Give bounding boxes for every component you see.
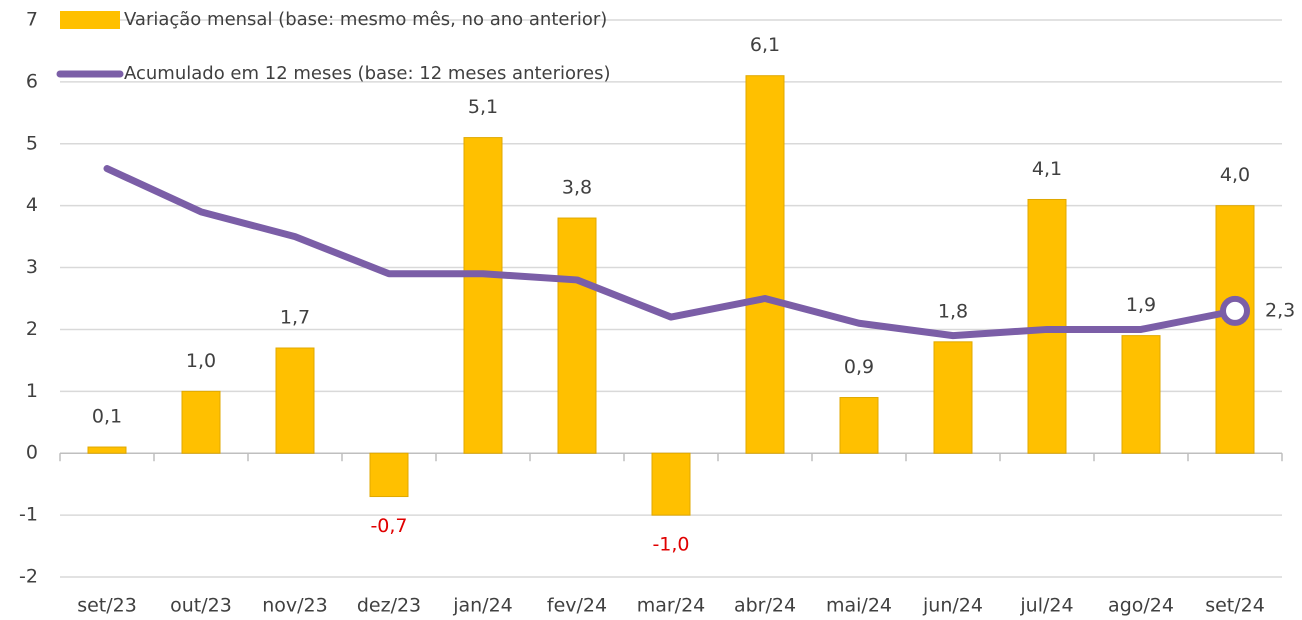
data-label: -1,0 <box>652 534 689 556</box>
data-label: 3,8 <box>562 177 592 199</box>
y-tick-label: -1 <box>19 504 38 526</box>
legend-text: Variação mensal (base: mesmo mês, no ano… <box>124 9 607 30</box>
x-tick-label: mar/24 <box>637 595 706 617</box>
bar <box>839 397 879 454</box>
y-tick-label: 3 <box>26 256 38 278</box>
y-tick-label: 4 <box>26 194 38 216</box>
y-tick-label: 6 <box>26 70 38 92</box>
x-tick-label: fev/24 <box>547 595 607 617</box>
bar <box>745 75 785 454</box>
bar <box>557 217 597 454</box>
x-tick-label: ago/24 <box>1108 595 1174 617</box>
x-tick-label: abr/24 <box>734 595 796 617</box>
data-label: 4,0 <box>1220 164 1250 186</box>
data-label: 1,7 <box>280 307 310 329</box>
data-label: 1,8 <box>938 300 968 322</box>
data-label: 1,9 <box>1126 294 1156 316</box>
legend-swatch <box>60 11 120 29</box>
data-label: 4,1 <box>1032 158 1062 180</box>
x-tick-label: set/24 <box>1205 595 1265 617</box>
bar <box>87 446 127 454</box>
data-label: 0,1 <box>92 406 122 428</box>
y-tick-label: 2 <box>26 318 38 340</box>
data-label: -0,7 <box>370 515 407 537</box>
bar <box>463 137 503 454</box>
bar <box>651 452 691 516</box>
x-tick-label: dez/23 <box>357 595 421 617</box>
bar <box>1121 335 1161 454</box>
bar <box>275 347 315 454</box>
x-tick-label: mai/24 <box>826 595 892 617</box>
data-label: 0,9 <box>844 356 874 378</box>
y-tick-label: -2 <box>19 566 38 588</box>
y-tick-label: 1 <box>26 380 38 402</box>
y-tick-label: 0 <box>26 442 38 464</box>
data-label: 1,0 <box>186 350 216 372</box>
x-tick-label: nov/23 <box>262 595 328 617</box>
x-tick-label: jan/24 <box>452 595 513 617</box>
y-tick-label: 7 <box>26 9 38 31</box>
x-tick-label: jul/24 <box>1019 595 1073 617</box>
bar <box>181 390 221 454</box>
x-tick-label: jun/24 <box>922 595 983 617</box>
line <box>103 165 1239 340</box>
line-marker <box>1220 295 1250 326</box>
data-label: 5,1 <box>468 96 498 118</box>
bar <box>369 452 409 498</box>
bar <box>933 341 973 454</box>
x-tick-label: set/23 <box>77 595 137 617</box>
data-label: 6,1 <box>750 34 780 56</box>
data-label: 2,3 <box>1265 299 1295 321</box>
legend-text: Acumulado em 12 meses (base: 12 meses an… <box>124 63 611 84</box>
y-tick-label: 5 <box>26 132 38 154</box>
x-tick-label: out/23 <box>170 595 232 617</box>
bar <box>1215 205 1255 454</box>
